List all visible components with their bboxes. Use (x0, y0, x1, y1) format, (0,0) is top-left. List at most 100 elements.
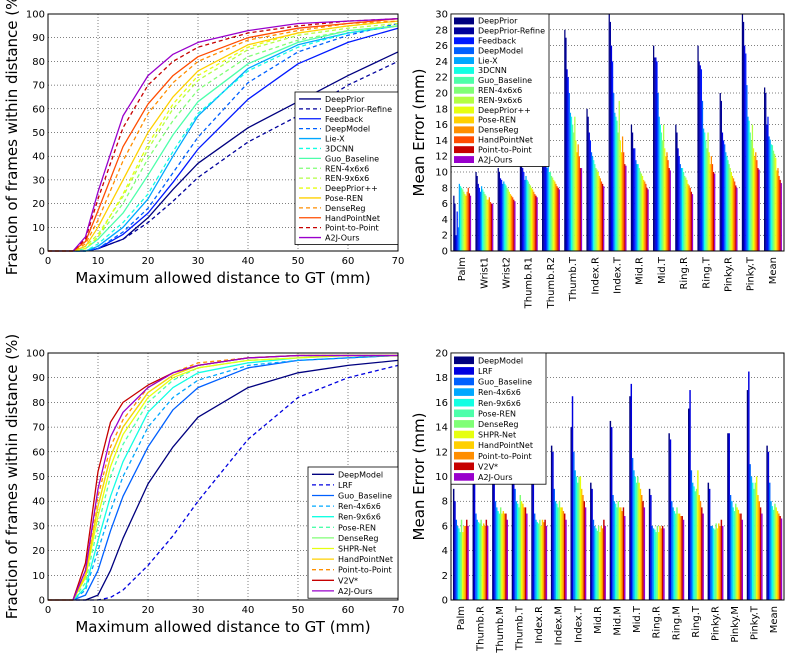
bar-point-to-point-pinky-t (756, 160, 758, 251)
bar-3dcnn-index-t (614, 112, 616, 251)
bar-deepprior-refine-ring-r (676, 132, 678, 251)
y-tick-label: 100 (26, 349, 45, 360)
bar-3dcnn-pinky-r (725, 152, 727, 251)
x-tick-label: 40 (242, 605, 255, 616)
category-label: Thumb.R1 (524, 257, 535, 309)
bar-densereg-palm (465, 195, 467, 251)
bar-v2v-thumb-t (524, 507, 527, 601)
bar-lie-x-mid-r (635, 160, 637, 251)
bar-guo-baseline-thumb-r (475, 513, 477, 600)
category-label: Thumb.R2 (546, 257, 557, 309)
y-tick-label: 10 (32, 223, 45, 234)
bar-deepprior-refine-mid-t (654, 57, 656, 252)
bar-point-to-point-pinky-t (758, 501, 760, 600)
bar-pose-ren-thumb-m (498, 513, 501, 600)
bar-pose-ren-palm (459, 532, 461, 600)
legend-entry-label: DenseReg (325, 204, 365, 213)
bar-3dcnn-wrist2 (503, 181, 505, 251)
y-tick-label: 2 (442, 231, 448, 242)
y-tick-label: 20 (32, 546, 45, 557)
bar-feedback-mid-t (655, 57, 657, 252)
bar-handpointnet-dark-thumb-t (579, 168, 582, 251)
bar-a2j-ours-thumb-r2 (558, 189, 560, 251)
bar-deepprior-pinky-r (729, 168, 731, 251)
bar-deepprior-refine-index-r (587, 116, 589, 251)
bar-point-to-point-mid-t (641, 495, 643, 600)
bar-ren-9x6x6-mid-m (614, 503, 617, 600)
bar-guo-baseline-thumb-t (570, 116, 573, 251)
bar-deepmodel-pinky-r (722, 140, 725, 251)
bar-handpointnet-ring-m (678, 513, 681, 600)
bar-a2j-ours-thumb-m (506, 519, 508, 600)
x-tick-label: 0 (45, 256, 51, 267)
legend-entry-label: DeepModel (338, 470, 383, 479)
bar-point-to-point-ring-m (680, 516, 682, 600)
bar-point-to-point-thumb-m (503, 513, 506, 600)
bar-guo-baseline-mid-t (631, 457, 634, 600)
bar-ren-9x6x6-pinky-r (712, 528, 715, 600)
bar-ren-4x6x6-mean (771, 145, 774, 251)
bar-deepprior-ring-t (707, 132, 709, 251)
bar-pose-ren-pinky-t (753, 488, 755, 600)
bar-ren-9x6x6-ring-r (654, 529, 656, 600)
bar-lie-x-wrist1 (479, 191, 482, 251)
bar-deepprior-refine-palm (454, 203, 456, 251)
y-axis-label: Fraction of frames within distance (%) (3, 334, 21, 619)
bar-3dcnn-mid-t (658, 116, 660, 251)
bar-lrf-pinky-t (748, 371, 750, 600)
bar-lie-x-ring-t (701, 100, 704, 252)
bar-v2v-pinky-r (720, 519, 723, 600)
bar-guo-baseline-thumb-m (494, 501, 497, 600)
bar-densereg-index-r (539, 519, 541, 600)
bar-pose-ren-mean (775, 157, 777, 251)
bar-deepprior-mid-r (630, 124, 633, 251)
bar-guo-baseline-ring-r (681, 168, 684, 251)
category-label: Ring.R (679, 257, 690, 290)
bar-pose-ren-wrist1 (486, 199, 488, 251)
bar-deepmodel-thumb-t (567, 77, 569, 251)
legend-swatch (454, 57, 474, 64)
y-tick-label: 90 (32, 33, 45, 44)
bar-3dcnn-mid-r (636, 164, 638, 251)
bar-a2j-ours-pinky-t (761, 513, 763, 600)
bar-densereg-pinky-t (754, 156, 756, 251)
bar-guo-baseline-mid-m (612, 495, 614, 600)
bar-ren-9x6x6-pinky-m (732, 507, 734, 601)
bar-ren-4x6x6-thumb-t (515, 501, 518, 600)
bar-shpr-net-pinky-t (755, 476, 758, 600)
y-tick-label: 8 (442, 497, 448, 508)
bar-deepprior-pinky-t (751, 124, 754, 251)
bar-deepmodel-mid-r (634, 148, 636, 251)
legend-swatch (454, 96, 474, 104)
bar-lrf-index-t (571, 396, 574, 600)
bar-handpointnet-pinky-t (757, 495, 759, 600)
bar-ren-9x6x6-ring-t (693, 486, 695, 600)
bar-deepprior-refine-wrist1 (476, 175, 478, 251)
bar-deepprior-refine-mid-r (631, 132, 634, 251)
bar-feedback-pinky-t (744, 45, 746, 251)
bar-shpr-net-ring-m (677, 513, 680, 600)
bar-deepmodel-palm (456, 211, 458, 251)
bar-point-to-point-pinky-r (734, 181, 736, 251)
bar-3dcnn-wrist1 (480, 186, 483, 251)
category-label: Thumb.T (515, 605, 526, 651)
bar-handpointnet-dark-index-t (624, 164, 626, 251)
bar-pose-ren-index-r (537, 523, 540, 600)
bar-pose-ren-index-t (577, 482, 579, 600)
y-axis-label: Mean Error (mm) (410, 69, 428, 197)
bar-handpointnet-dark-ring-r (690, 191, 693, 251)
y-tick-label: 22 (435, 73, 448, 84)
bar-point-to-point-thumb-t (578, 156, 580, 251)
bar-point-to-point-mid-r (645, 183, 647, 251)
bar-a2j-ours-pinky-t (758, 169, 760, 251)
legend-swatch (454, 430, 474, 439)
category-label: Wrist2 (502, 257, 513, 289)
bar-feedback-wrist1 (477, 183, 479, 251)
bar-deepmodel-ring-m (668, 433, 670, 600)
legend-entry-label: DeepModel (478, 356, 523, 365)
bar-guo-baseline-thumb-r1 (526, 179, 528, 251)
bar-ren-4x6x6-thumb-r (476, 519, 478, 600)
bar-shpr-net-index-m (560, 507, 562, 601)
bar-v2v-ring-r (661, 525, 664, 600)
